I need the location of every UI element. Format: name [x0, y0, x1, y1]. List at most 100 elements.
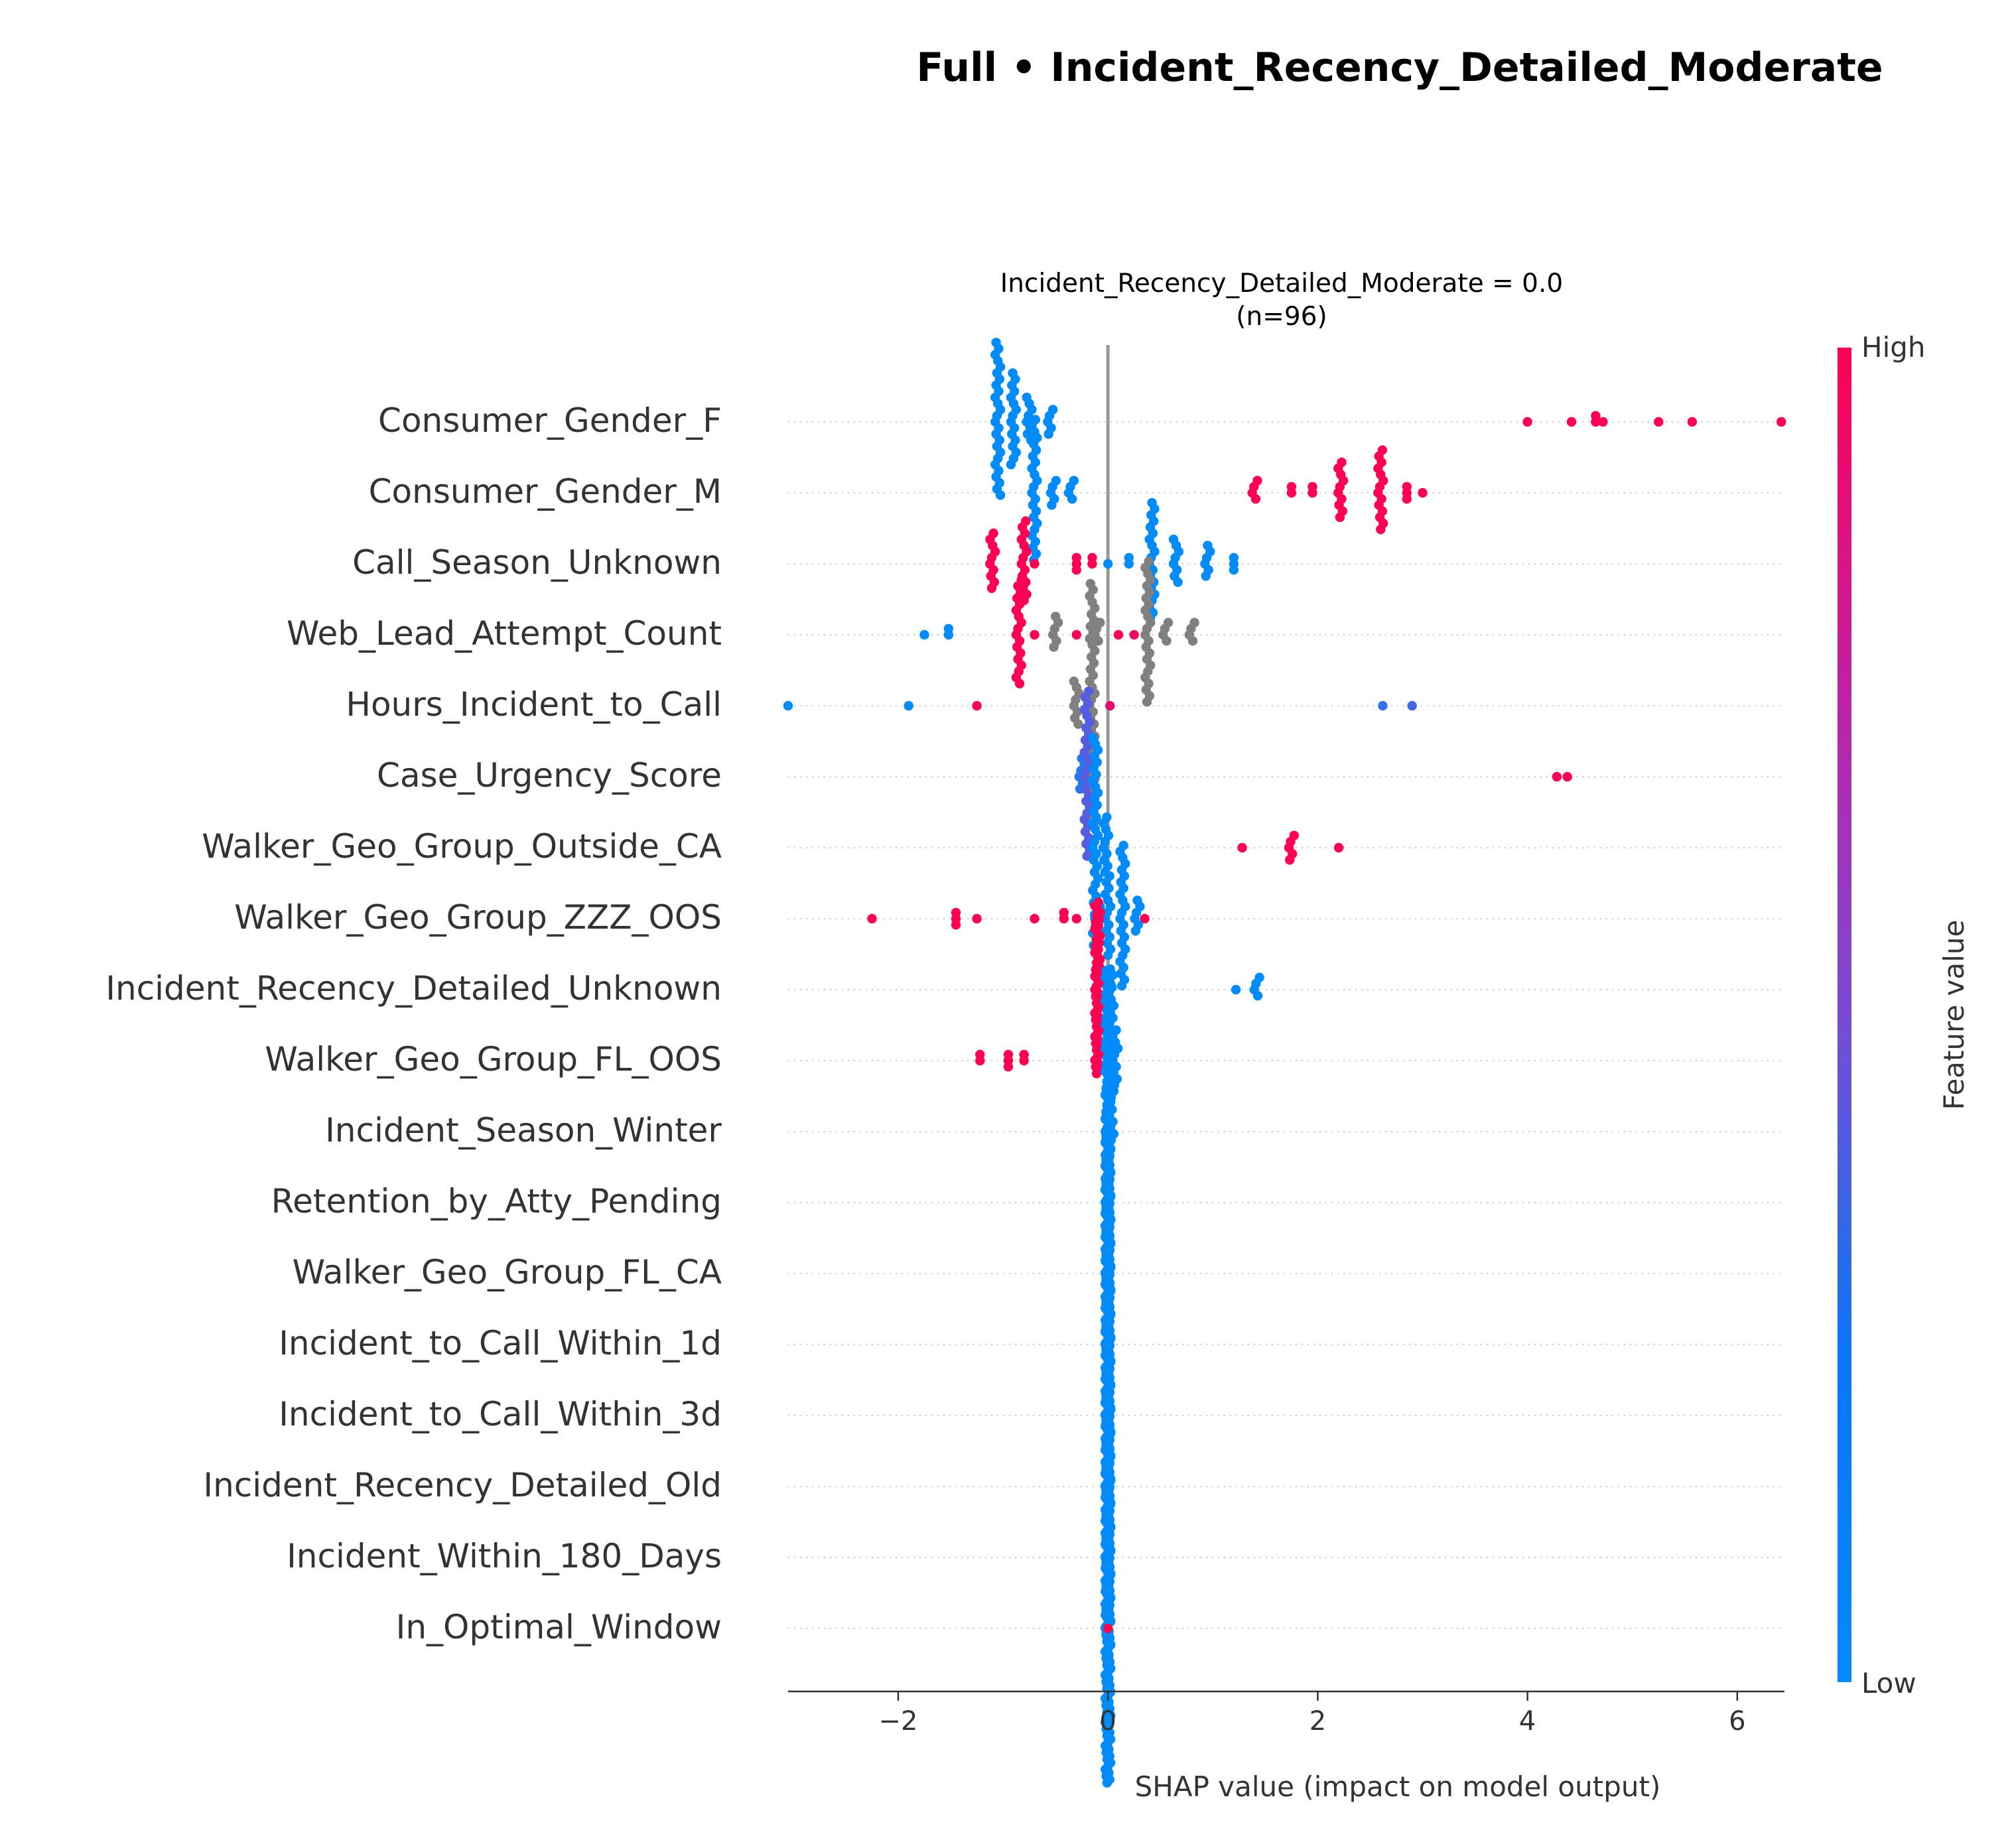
shap-point	[975, 1049, 985, 1060]
shap-point	[1087, 553, 1097, 562]
shap-point	[1252, 991, 1263, 1001]
shap-point	[1254, 972, 1264, 982]
shap-point	[1118, 840, 1128, 850]
feature-label: Case_Urgency_Score	[377, 756, 722, 795]
shap-point	[1776, 417, 1786, 427]
shap-point	[1067, 494, 1077, 504]
shap-point	[1103, 951, 1113, 960]
shap-point	[1140, 913, 1150, 924]
shap-point	[1132, 895, 1142, 905]
shap-point	[986, 583, 997, 593]
feature-label: Consumer_Gender_M	[369, 472, 722, 511]
shap-point	[1522, 417, 1532, 427]
shap-point	[1250, 494, 1261, 504]
shap-point	[1101, 1391, 1111, 1402]
shap-point	[951, 920, 961, 930]
colorbar	[1838, 348, 1851, 1682]
shap-point	[1552, 771, 1562, 782]
shap-point	[1008, 368, 1018, 378]
shap-point	[1006, 460, 1016, 470]
feature-label: Walker_Geo_Group_ZZZ_OOS	[234, 898, 722, 937]
shap-point	[904, 700, 914, 711]
shap-point	[1069, 676, 1079, 687]
feature-label: Incident_Within_180_Days	[287, 1537, 722, 1575]
shap-point	[1130, 926, 1141, 936]
shap-point	[1101, 1249, 1111, 1260]
figure-suptitle: Full • Incident_Recency_Detailed_Moderat…	[916, 44, 1883, 91]
shap-point	[1085, 578, 1096, 589]
shap-point	[1203, 541, 1213, 551]
shap-point	[783, 700, 793, 711]
shap-point	[1307, 482, 1317, 492]
shap-point	[1003, 1049, 1014, 1060]
x-axis-ticks: −2 0 2 4 6	[879, 1691, 1746, 1737]
shap-point	[1084, 687, 1094, 696]
shap-point	[1101, 1036, 1111, 1047]
shap-point	[1229, 565, 1239, 575]
shap-point	[1103, 1623, 1113, 1634]
shap-point	[1051, 476, 1061, 486]
shap-point	[1229, 553, 1239, 562]
feature-label: Incident_Season_Winter	[325, 1111, 722, 1150]
shap-point	[972, 700, 982, 711]
shap-point	[1016, 575, 1026, 585]
shap-point	[1030, 559, 1039, 569]
shap-point	[1059, 907, 1069, 918]
shap-point	[1049, 642, 1059, 652]
shap-point	[1030, 913, 1039, 924]
shap-point	[1402, 482, 1412, 492]
shap-point	[1335, 512, 1345, 522]
shap-point	[1237, 842, 1247, 853]
shap-point	[1091, 1069, 1102, 1079]
shap-point	[1116, 981, 1127, 991]
shap-point	[995, 490, 1006, 500]
shap-point	[1418, 488, 1428, 498]
shap-point	[1378, 700, 1388, 711]
shap-point	[1022, 393, 1032, 403]
feature-label: Walker_Geo_Group_FL_OOS	[265, 1040, 722, 1079]
feature-label: Incident_to_Call_Within_3d	[279, 1395, 722, 1433]
shap-point	[1402, 494, 1412, 504]
shap-points	[783, 338, 1786, 1788]
plot-title-line1: Incident_Recency_Detailed_Moderate = 0.0	[1000, 269, 1563, 298]
shap-point	[1376, 525, 1386, 535]
shap-point	[1337, 457, 1347, 468]
x-tick-label: 4	[1519, 1706, 1536, 1737]
shap-point	[1101, 1107, 1111, 1118]
colorbar-low-label: Low	[1861, 1667, 1916, 1699]
feature-label: Hours_Incident_to_Call	[346, 685, 722, 724]
colorbar-title: Feature value	[1938, 920, 1970, 1110]
shap-point	[1104, 871, 1115, 881]
shap-point	[1124, 553, 1134, 562]
shap-point	[1071, 629, 1082, 640]
shap-point	[1654, 417, 1664, 427]
shap-point	[1088, 733, 1098, 743]
shap-point	[1047, 500, 1057, 510]
shap-point	[1377, 445, 1388, 455]
shap-point	[1069, 476, 1079, 486]
shap-point	[1048, 405, 1058, 415]
shap-point	[1162, 636, 1171, 646]
shap-point	[1103, 559, 1113, 569]
feature-label: Retention_by_Atty_Pending	[271, 1182, 722, 1221]
shap-point	[1030, 415, 1041, 425]
feature-label: Walker_Geo_Group_Outside_CA	[202, 827, 722, 866]
shap-point	[1285, 855, 1295, 865]
shap-point	[1189, 618, 1199, 627]
x-tick-label: 2	[1309, 1706, 1326, 1737]
feature-label: Consumer_Gender_F	[378, 401, 722, 440]
shap-point	[1129, 629, 1139, 640]
shap-point	[1142, 697, 1152, 707]
shap-point	[1073, 719, 1083, 729]
shap-point	[1147, 497, 1157, 508]
shap-point	[1407, 700, 1417, 711]
shap-point	[1566, 417, 1577, 427]
shap-point	[1003, 1062, 1014, 1072]
shap-point	[1252, 476, 1262, 486]
shap-point	[1071, 553, 1082, 562]
feature-label: Walker_Geo_Group_FL_CA	[293, 1253, 722, 1291]
shap-point	[1113, 629, 1124, 640]
x-tick-label: 0	[1099, 1706, 1116, 1737]
shap-point	[1102, 1778, 1112, 1788]
